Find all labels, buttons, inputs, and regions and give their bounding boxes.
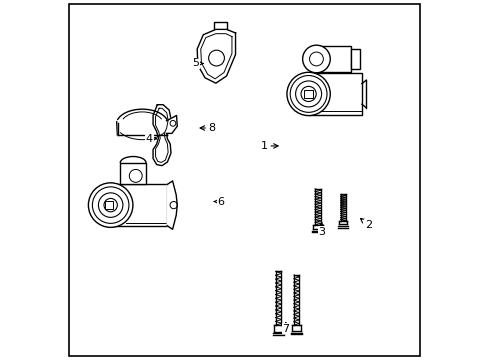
Circle shape [286, 72, 329, 116]
Polygon shape [304, 90, 312, 98]
Text: 4: 4 [145, 134, 156, 144]
Text: 7: 7 [282, 323, 289, 334]
Polygon shape [350, 49, 359, 69]
Polygon shape [197, 30, 235, 83]
Polygon shape [120, 163, 146, 184]
Circle shape [302, 45, 329, 73]
Text: 1: 1 [260, 141, 278, 151]
Polygon shape [118, 123, 166, 135]
Circle shape [208, 50, 224, 66]
Circle shape [88, 183, 133, 228]
Polygon shape [167, 181, 177, 229]
Polygon shape [110, 184, 167, 226]
Polygon shape [166, 116, 177, 134]
Polygon shape [214, 22, 226, 30]
Polygon shape [308, 73, 361, 114]
Polygon shape [316, 46, 350, 72]
Text: 3: 3 [318, 222, 325, 237]
Text: 8: 8 [200, 123, 215, 133]
Text: 2: 2 [360, 219, 371, 230]
Polygon shape [153, 105, 171, 166]
Text: 6: 6 [214, 197, 224, 207]
Text: 5: 5 [192, 58, 203, 68]
Polygon shape [104, 201, 112, 209]
Circle shape [170, 121, 176, 126]
